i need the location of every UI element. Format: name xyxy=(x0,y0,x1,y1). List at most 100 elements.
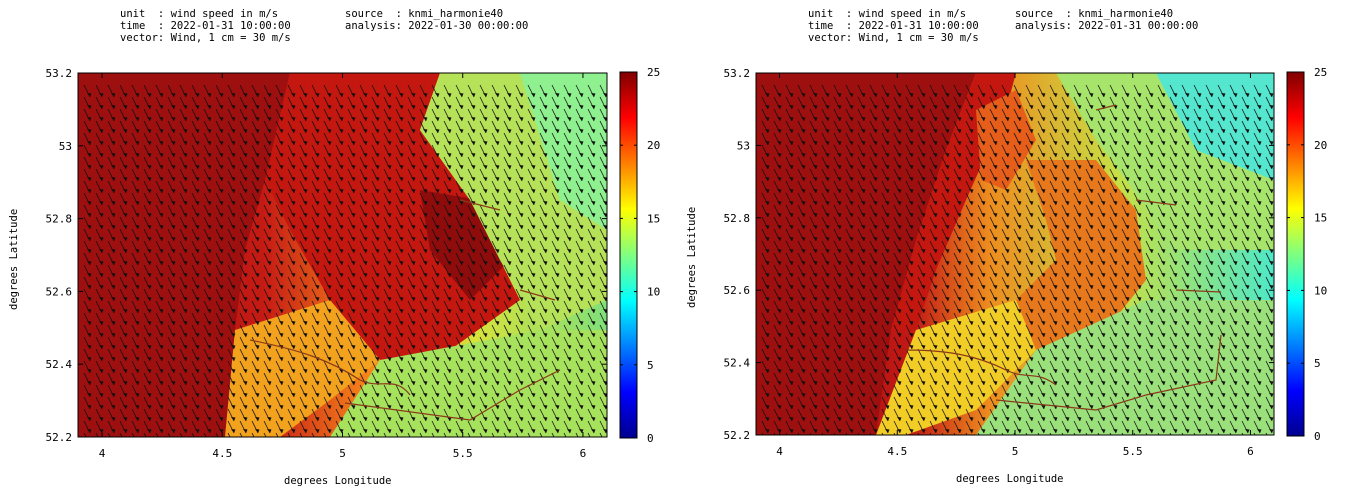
wind-arrow-head xyxy=(591,141,596,145)
wind-arrow-head xyxy=(921,381,926,385)
wind-arrow-head xyxy=(1245,261,1250,265)
wind-arrow-head xyxy=(135,381,140,385)
wind-arrow-head xyxy=(1221,261,1226,265)
wind-arrow-head xyxy=(1173,273,1178,277)
wind-arrow-head xyxy=(789,177,794,181)
wind-arrow-head xyxy=(207,285,212,289)
wind-arrow-head xyxy=(99,369,104,373)
wind-arrow-head xyxy=(945,345,950,349)
wind-arrow-head xyxy=(861,225,866,229)
wind-arrow-head xyxy=(1209,165,1214,169)
wind-arrow-head xyxy=(921,345,926,349)
wind-arrow-head xyxy=(471,129,476,133)
wind-arrow-head xyxy=(435,201,440,205)
wind-arrow-head xyxy=(1185,141,1190,145)
wind-arrow-head xyxy=(1269,93,1274,97)
wind-arrow-head xyxy=(1053,93,1058,97)
wind-arrow-head xyxy=(909,249,914,253)
wind-arrow-head xyxy=(483,249,488,253)
wind-arrow-head xyxy=(171,249,176,253)
wind-arrow-head xyxy=(1029,237,1034,241)
wind-arrow-head xyxy=(351,393,356,397)
wind-arrow-head xyxy=(435,117,440,121)
wind-arrow-head xyxy=(1221,273,1226,277)
wind-arrow-head xyxy=(555,165,560,169)
wind-arrow-head xyxy=(813,189,818,193)
wind-arrow-head xyxy=(207,393,212,397)
wind-arrow-head xyxy=(1209,153,1214,157)
wind-arrow-head xyxy=(1005,357,1010,361)
wind-arrow-head xyxy=(825,393,830,397)
wind-arrow-head xyxy=(579,321,584,325)
wind-arrow-head xyxy=(1053,201,1058,205)
wind-arrow-head xyxy=(801,153,806,157)
wind-arrow-head xyxy=(387,93,392,97)
wind-arrow-head xyxy=(909,189,914,193)
wind-arrow-head xyxy=(507,189,512,193)
wind-arrow-head xyxy=(567,273,572,277)
wind-arrow-head xyxy=(255,441,260,445)
wind-arrow-head xyxy=(567,153,572,157)
wind-arrow-head xyxy=(375,393,380,397)
wind-arrow-head xyxy=(981,261,986,265)
wind-arrow-head xyxy=(375,189,380,193)
wind-arrow-head xyxy=(411,213,416,217)
wind-arrow-head xyxy=(159,129,164,133)
wind-arrow-head xyxy=(861,129,866,133)
wind-arrow-head xyxy=(531,441,536,445)
wind-arrow-head xyxy=(459,117,464,121)
wind-arrow-head xyxy=(219,165,224,169)
wind-arrow-head xyxy=(993,393,998,397)
wind-arrow-head xyxy=(921,177,926,181)
wind-arrow-head xyxy=(1053,213,1058,217)
wind-arrow-head xyxy=(945,117,950,121)
wind-arrow-head xyxy=(195,309,200,313)
wind-arrow-head xyxy=(567,225,572,229)
header-right-col: source : knmi_harmonie40 analysis: 2022-… xyxy=(1015,8,1198,32)
wind-arrow-head xyxy=(825,129,830,133)
wind-arrow-head xyxy=(765,213,770,217)
wind-arrow-head xyxy=(519,141,524,145)
wind-arrow-head xyxy=(303,345,308,349)
wind-arrow-head xyxy=(1041,213,1046,217)
y-tick-label: 53 xyxy=(59,140,72,153)
wind-arrow-head xyxy=(543,249,548,253)
wind-arrow-head xyxy=(363,249,368,253)
wind-arrow-head xyxy=(279,381,284,385)
wind-arrow-head xyxy=(315,93,320,97)
colorbar-tick-label: 25 xyxy=(647,66,660,79)
wind-arrow-head xyxy=(255,249,260,253)
wind-arrow-head xyxy=(1233,129,1238,133)
wind-arrow-head xyxy=(1245,153,1250,157)
wind-arrow-head xyxy=(387,141,392,145)
wind-arrow-head xyxy=(135,285,140,289)
wind-arrow-head xyxy=(243,381,248,385)
wind-arrow-head xyxy=(981,117,986,121)
wind-arrow-head xyxy=(873,261,878,265)
header-source: source : knmi_harmonie40 xyxy=(1015,8,1174,20)
wind-arrow-head xyxy=(813,405,818,409)
wind-arrow-head xyxy=(255,417,260,421)
wind-arrow-head xyxy=(861,273,866,277)
wind-arrow-head xyxy=(945,393,950,397)
wind-arrow-head xyxy=(957,249,962,253)
wind-arrow-head xyxy=(873,189,878,193)
wind-arrow-head xyxy=(957,345,962,349)
wind-arrow-head xyxy=(471,237,476,241)
wind-arrow-head xyxy=(567,129,572,133)
wind-arrow-head xyxy=(531,201,536,205)
wind-arrow-head xyxy=(87,213,92,217)
wind-arrow-head xyxy=(195,177,200,181)
wind-arrow-head xyxy=(957,309,962,313)
wind-arrow-head xyxy=(291,117,296,121)
wind-arrow-head xyxy=(813,333,818,337)
wind-arrow-head xyxy=(1149,333,1154,337)
wind-arrow-head xyxy=(981,189,986,193)
wind-arrow-head xyxy=(765,261,770,265)
wind-arrow-head xyxy=(195,285,200,289)
wind-arrow-head xyxy=(957,189,962,193)
wind-arrow-head xyxy=(825,237,830,241)
wind-arrow-head xyxy=(423,153,428,157)
wind-arrow-head xyxy=(123,369,128,373)
wind-arrow-head xyxy=(567,285,572,289)
